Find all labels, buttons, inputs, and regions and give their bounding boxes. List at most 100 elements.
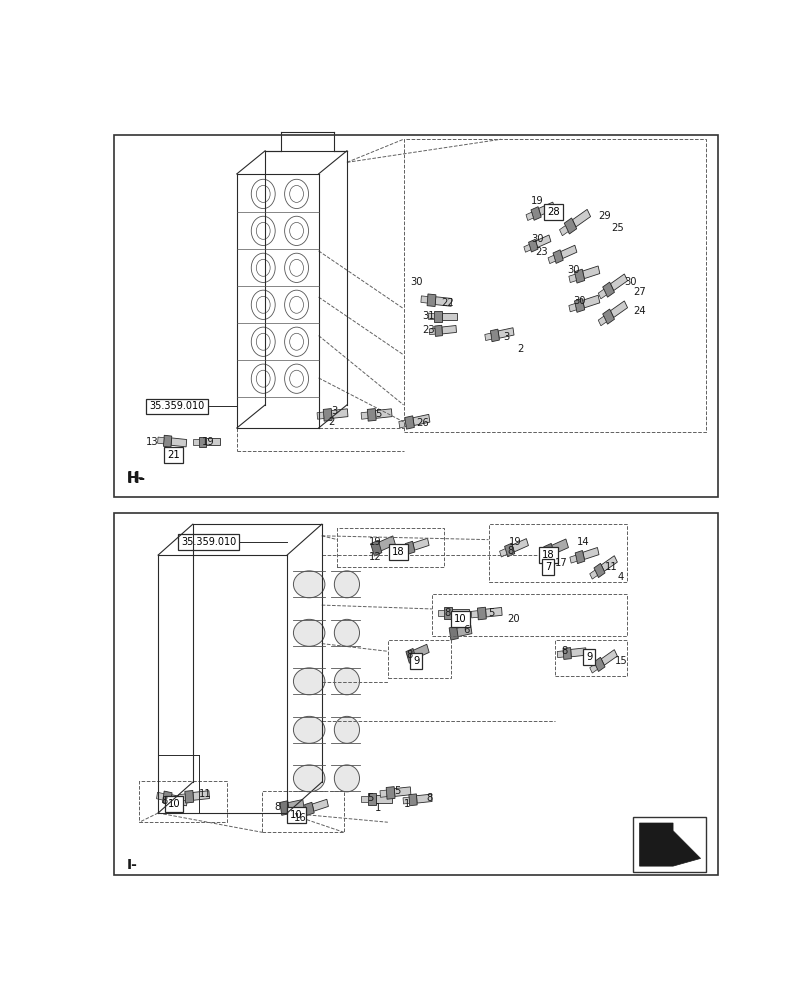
Polygon shape [199,437,206,447]
Polygon shape [526,212,533,220]
Bar [262,791,343,832]
Polygon shape [582,547,599,559]
Text: 25: 25 [611,223,623,233]
Polygon shape [299,807,306,815]
Text: 30: 30 [567,265,579,275]
Polygon shape [570,648,586,657]
Polygon shape [573,269,584,283]
Polygon shape [598,316,606,326]
Polygon shape [427,294,436,307]
Bar [554,640,626,676]
Polygon shape [455,625,471,637]
Polygon shape [552,250,563,263]
Polygon shape [286,799,304,812]
Ellipse shape [293,765,324,792]
Polygon shape [550,539,568,554]
Polygon shape [569,303,576,312]
Polygon shape [504,543,514,557]
Text: 8: 8 [161,796,167,806]
Text: 9: 9 [586,652,592,662]
Polygon shape [562,648,571,659]
Polygon shape [610,274,627,291]
Text: 22: 22 [440,298,453,308]
Polygon shape [412,644,429,659]
Text: 35.359.010: 35.359.010 [181,537,236,547]
Ellipse shape [293,668,324,695]
Polygon shape [499,549,506,557]
Polygon shape [375,409,392,418]
Polygon shape [528,239,538,252]
Text: 3: 3 [331,406,337,416]
Polygon shape [543,543,554,559]
Polygon shape [185,790,193,803]
Polygon shape [452,609,468,617]
Polygon shape [556,651,563,658]
Text: 23: 23 [422,325,435,335]
Polygon shape [589,570,597,579]
Text: 10: 10 [290,810,303,820]
Text: H-: H- [127,471,144,485]
Ellipse shape [334,716,359,743]
Text: 19: 19 [530,196,543,206]
Polygon shape [171,438,187,447]
Polygon shape [380,790,386,797]
Text: 2: 2 [328,417,334,427]
Polygon shape [523,244,530,252]
Polygon shape [600,556,616,571]
Text: 30: 30 [573,296,586,306]
Text: 19: 19 [508,537,521,547]
Text: 8: 8 [507,546,513,556]
Text: 11: 11 [604,562,617,572]
Polygon shape [162,791,172,804]
Polygon shape [375,795,391,803]
Polygon shape [600,650,616,665]
Polygon shape [420,296,427,303]
Text: 7: 7 [544,562,551,572]
Text: 13: 13 [145,437,158,447]
Text: 16: 16 [293,813,306,823]
Polygon shape [434,311,441,322]
Polygon shape [206,438,220,445]
Polygon shape [497,328,513,338]
Text: 9: 9 [413,656,418,666]
Polygon shape [435,297,451,306]
Polygon shape [538,202,554,215]
Polygon shape [331,409,348,418]
Polygon shape [409,794,417,806]
Text: 5: 5 [367,793,373,803]
Polygon shape [416,794,431,803]
Text: I-: I- [127,858,137,872]
Text: 1: 1 [403,799,410,809]
Text: 30: 30 [530,234,543,244]
Text: 8: 8 [427,793,432,803]
Text: 24: 24 [633,306,645,316]
Text: 30: 30 [410,277,422,287]
Text: 31: 31 [422,311,435,321]
Text: 15: 15 [614,656,626,666]
Polygon shape [444,607,452,619]
Polygon shape [280,801,290,815]
Text: 5: 5 [488,608,494,618]
Text: 3: 3 [503,332,508,342]
Polygon shape [163,435,172,447]
Polygon shape [316,412,324,419]
Text: 8: 8 [444,608,450,618]
Text: 28: 28 [547,207,559,217]
Polygon shape [400,546,406,554]
Polygon shape [535,235,550,247]
Text: 5: 5 [375,409,381,419]
Bar [388,640,450,678]
Polygon shape [582,266,599,279]
Polygon shape [559,226,568,236]
Polygon shape [193,439,199,445]
Polygon shape [574,550,584,564]
Ellipse shape [293,571,324,598]
Bar [403,139,705,432]
Text: 21: 21 [167,450,180,460]
Polygon shape [402,797,409,804]
Polygon shape [157,792,164,800]
Text: 12: 12 [368,552,381,562]
Ellipse shape [334,619,359,646]
Polygon shape [598,289,606,299]
Bar [633,817,705,872]
